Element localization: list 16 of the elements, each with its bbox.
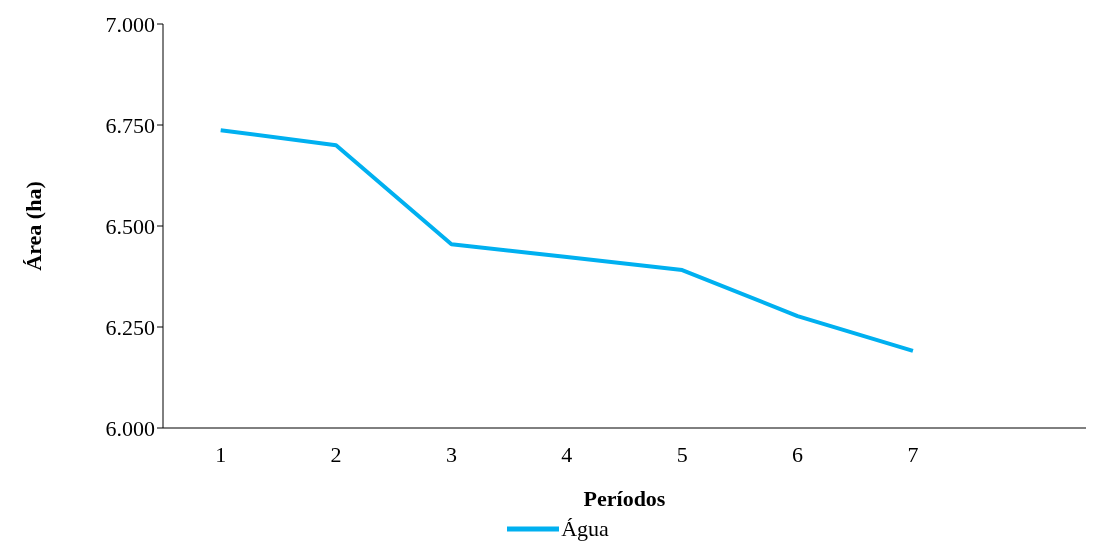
x-tick-label: 5 <box>676 441 688 467</box>
y-axis-title: Área (ha) <box>20 181 46 271</box>
line-series <box>218 128 915 353</box>
legend-label: Água <box>561 516 609 542</box>
x-tick-label: 7 <box>907 441 919 467</box>
x-tick-label: 3 <box>445 441 457 467</box>
y-tick-label: 6.000 <box>105 415 155 441</box>
x-tick-label: 2 <box>330 441 342 467</box>
x-tick-label: 6 <box>792 441 804 467</box>
x-tick-label: 4 <box>561 441 573 467</box>
x-axis-title: Períodos <box>583 486 666 511</box>
y-tick-label: 7.000 <box>105 11 155 37</box>
y-tick-label: 6.250 <box>105 314 155 340</box>
y-tick-label: 6.500 <box>105 213 155 239</box>
y-tick-label: 6.750 <box>105 112 155 138</box>
x-tick-label: 1 <box>215 441 227 467</box>
